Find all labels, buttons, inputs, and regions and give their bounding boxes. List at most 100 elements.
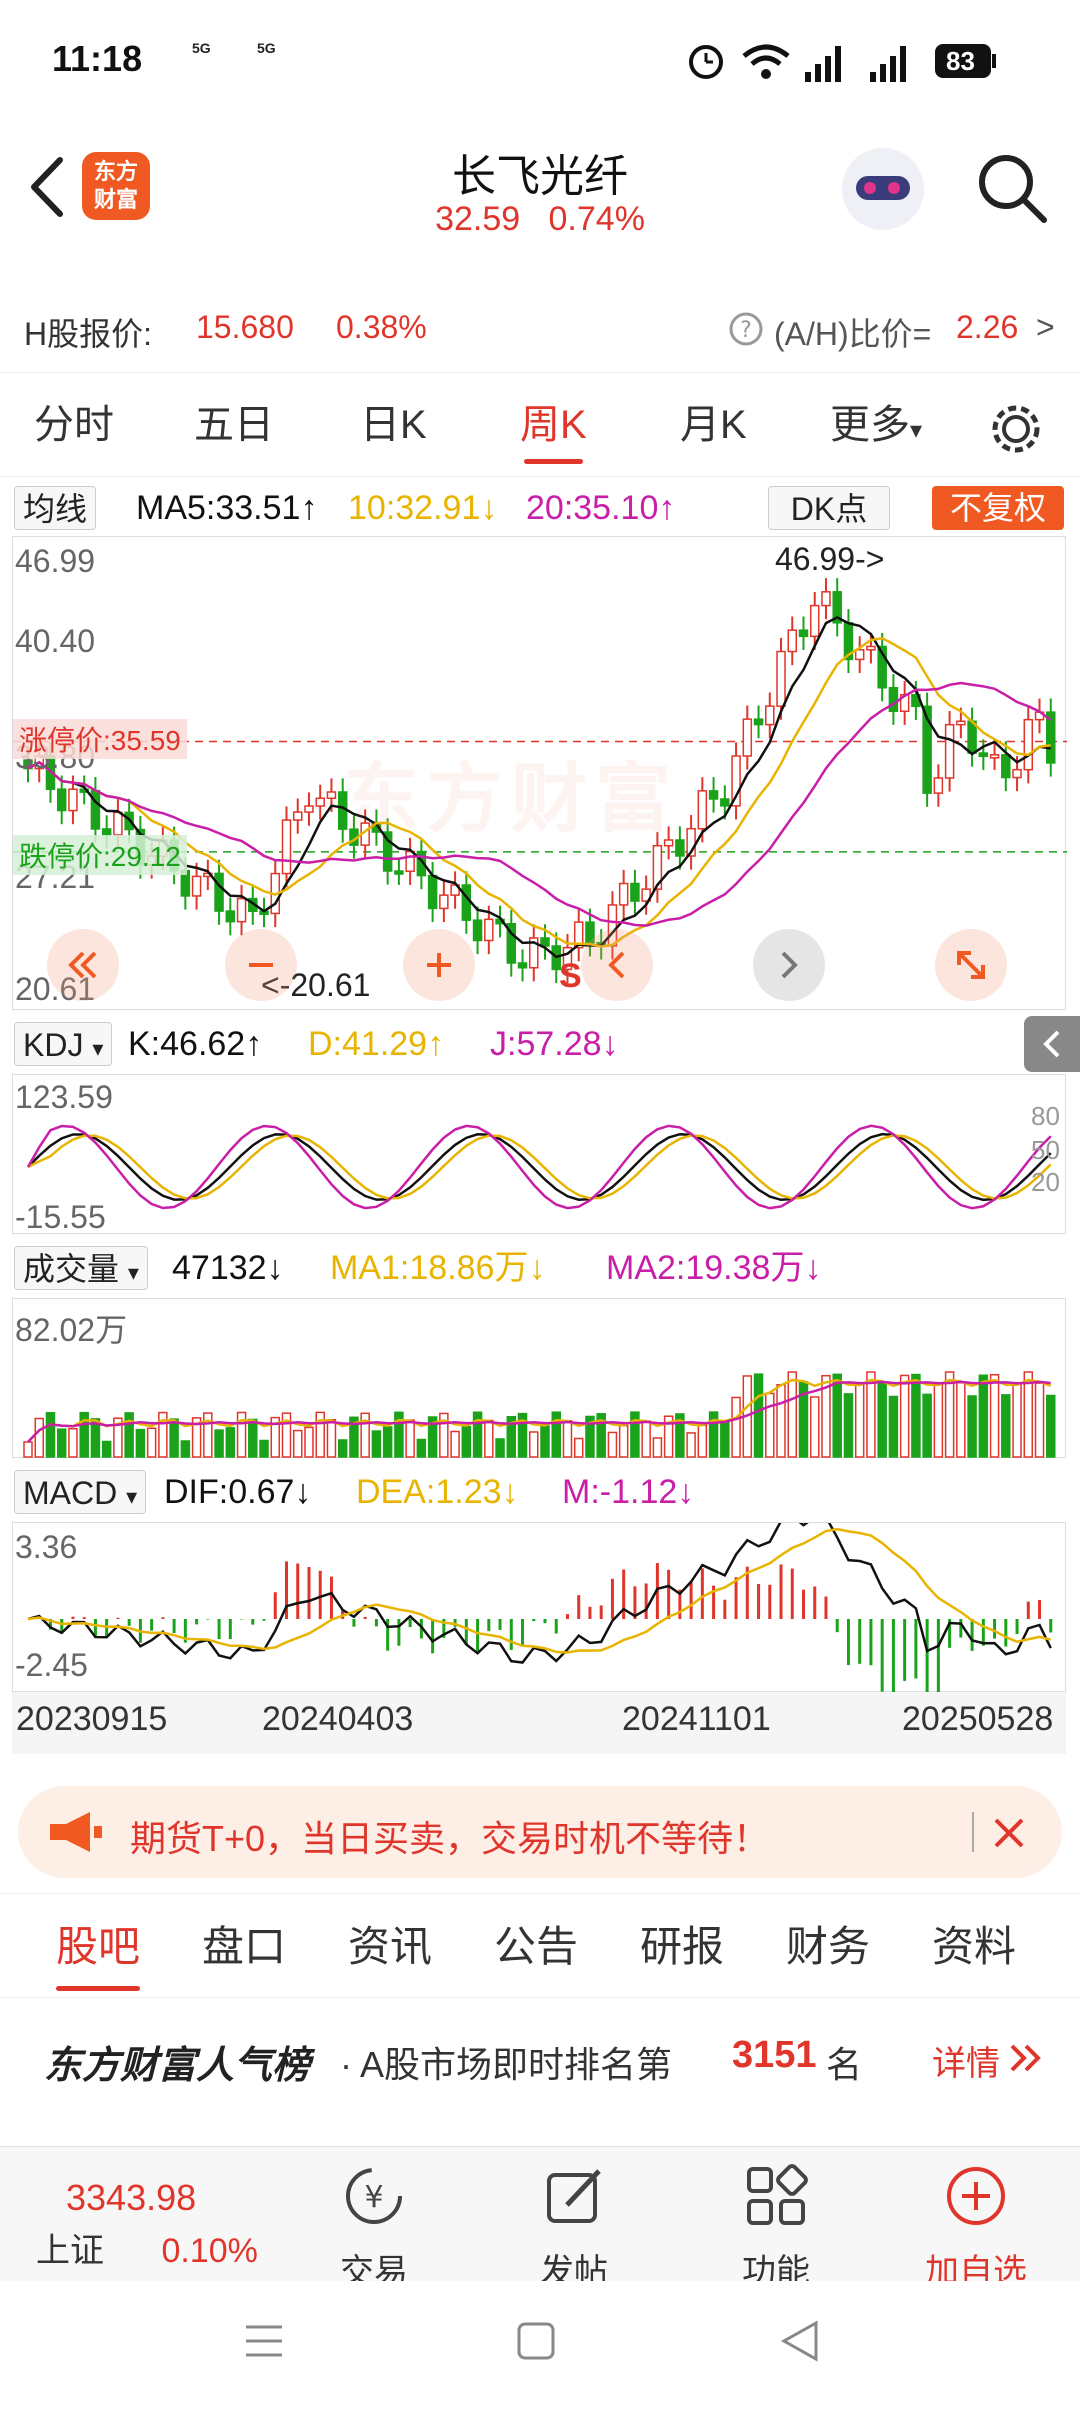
candle-body — [1012, 768, 1022, 779]
trade-button[interactable]: ¥ 交易 — [274, 2147, 474, 2293]
volume-bar — [989, 1373, 1000, 1458]
volume-bar — [843, 1393, 854, 1458]
volume-bar — [382, 1426, 393, 1458]
tab-weekly-k[interactable]: 周K — [520, 373, 587, 478]
functions-button[interactable]: 功能 — [676, 2147, 876, 2293]
minus-icon — [249, 963, 273, 967]
status-time: 11:18 — [52, 38, 143, 79]
tab-research[interactable]: 研报 — [640, 1923, 725, 1970]
candle-body — [888, 687, 899, 713]
macd-chart[interactable]: 3.36 -2.45 — [12, 1522, 1066, 1693]
kdj-chart[interactable]: 123.59 -15.55 80 50 20 — [12, 1074, 1066, 1235]
search-icon[interactable] — [974, 150, 1050, 226]
watermark: 东方财富 — [343, 757, 679, 842]
tab-guba[interactable]: 股吧 — [56, 1894, 141, 1999]
tab-announcements[interactable]: 公告 — [494, 1923, 579, 1970]
volume-selector[interactable]: 成交量 ▾ — [14, 1246, 148, 1290]
volume-bar — [854, 1383, 865, 1458]
back-arrow-icon[interactable] — [22, 152, 72, 222]
macd-svg — [27, 1523, 1053, 1693]
index-name: 上证 — [36, 2232, 104, 2270]
volume-bar — [562, 1420, 573, 1458]
volume-chart[interactable]: 82.02万 — [12, 1298, 1066, 1458]
candle-body — [821, 591, 831, 607]
scroll-left-button[interactable] — [581, 929, 653, 1001]
volume-bar — [360, 1412, 370, 1458]
volume-bar — [191, 1417, 202, 1458]
volume-bar — [517, 1412, 528, 1458]
back-triangle-icon[interactable] — [780, 2319, 820, 2363]
volume-bar — [90, 1418, 101, 1458]
volume-bar — [551, 1411, 561, 1458]
fullscreen-button[interactable] — [935, 929, 1007, 1001]
help-icon[interactable]: ? — [728, 311, 764, 347]
volume-bar — [888, 1395, 899, 1458]
kdj-selector[interactable]: KDJ ▾ — [14, 1022, 113, 1066]
tab-more[interactable]: 更多▾ — [830, 373, 922, 478]
scroll-right-button[interactable] — [753, 929, 825, 1001]
tab-minute[interactable]: 分时 — [34, 403, 114, 447]
candle-body — [540, 937, 550, 947]
kline-chart[interactable]: 46.99 40.40 33.80 27.21 20.61 涨停价:35.59 … — [12, 536, 1067, 1010]
volume-bar — [416, 1438, 427, 1458]
candle-body — [281, 819, 292, 875]
candle-body — [529, 937, 539, 969]
macd-indicator-row: MACD ▾ DIF:0.67↓ DEA:1.23↓ M:-1.12↓ — [0, 1464, 1080, 1520]
tab-finance[interactable]: 财务 — [786, 1923, 871, 1970]
post-button[interactable]: 发帖 — [474, 2147, 674, 2293]
index-value: 3343.98 — [66, 2177, 197, 2218]
zoom-out-button[interactable] — [225, 929, 297, 1001]
promo-text: 期货T+0，当日买卖，交易时机不等待！ — [130, 1818, 770, 1859]
volume-bar — [281, 1412, 292, 1458]
tab-monthly-k[interactable]: 月K — [680, 403, 747, 447]
chevron-left-icon — [1043, 1030, 1060, 1058]
fq-button[interactable]: 不复权 — [932, 486, 1064, 530]
status-icons — [689, 44, 996, 82]
ma-selector[interactable]: 均线 — [14, 486, 97, 530]
volume-bar — [337, 1439, 348, 1458]
tab-pankou[interactable]: 盘口 — [202, 1923, 287, 1970]
battery-level: 83 — [946, 46, 975, 76]
kdj-level-50: 50 — [1031, 1135, 1060, 1165]
tab-profile[interactable]: 资料 — [932, 1923, 1017, 1970]
volume-bar — [618, 1424, 629, 1458]
menu-icon[interactable] — [244, 2321, 284, 2361]
scroll-left-fast-button[interactable] — [47, 929, 119, 1001]
macd-y-top: 3.36 — [15, 1529, 78, 1565]
tab-news[interactable]: 资讯 — [348, 1923, 433, 1970]
close-icon[interactable] — [988, 1812, 1030, 1854]
candle-body — [439, 894, 449, 910]
add-watchlist-button[interactable]: 加自选 — [876, 2147, 1076, 2293]
macd-m: M:-1.12↓ — [562, 1473, 695, 1511]
ah-ratio-arrow[interactable]: > — [1036, 309, 1055, 345]
volume-ma2: MA2:19.38万↓ — [606, 1249, 822, 1287]
double-chevron-left-icon — [68, 951, 97, 979]
dk-selector[interactable]: DK点 — [768, 486, 890, 530]
kdj-d-line — [27, 1134, 1052, 1200]
kdj-selector-label: KDJ — [23, 1027, 84, 1063]
volume-bar — [439, 1412, 449, 1458]
macd-selector[interactable]: MACD ▾ — [14, 1470, 147, 1514]
h-share-bar[interactable]: H股报价: 15.680 0.38% ? (A/H)比价= 2.26 > — [0, 295, 1080, 370]
candle-body — [1023, 718, 1034, 771]
volume-bar — [292, 1429, 303, 1458]
home-icon[interactable] — [516, 2321, 556, 2361]
candle-body — [416, 850, 427, 877]
popularity-rank[interactable]: 东方财富人气榜 · A股市场即时排名第 3151 名 详情 — [0, 2000, 1080, 2112]
collapse-sidebar-button[interactable] — [1024, 1016, 1080, 1072]
zoom-in-button[interactable] — [403, 929, 475, 1001]
promo-banner[interactable] — [18, 1786, 1062, 1878]
gear-icon[interactable] — [988, 401, 1044, 457]
index-quote[interactable]: 3343.98 上证 0.10% — [30, 2147, 270, 2272]
signal-icon-2 — [870, 46, 906, 82]
volume-bar — [259, 1439, 269, 1458]
battery-icon — [935, 44, 996, 78]
robot-assistant-icon[interactable] — [842, 148, 924, 230]
ma5-value: MA5:33.51↑ — [136, 489, 318, 527]
rank-detail-link[interactable]: 详情 — [932, 2045, 1000, 2083]
tab-daily-k[interactable]: 日K — [360, 403, 427, 447]
volume-bar — [23, 1441, 33, 1458]
macd-y-bottom: -2.45 — [15, 1647, 88, 1683]
candle-body — [944, 723, 955, 779]
tab-five-day[interactable]: 五日 — [194, 403, 274, 447]
